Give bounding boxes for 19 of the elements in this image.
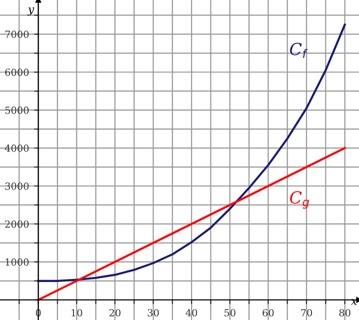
series-label: C$_{g}$ xyxy=(290,191,310,209)
y-tick-label: 5000 xyxy=(5,106,29,114)
x-tick-label: 10 xyxy=(72,309,82,316)
x-tick-label: 20 xyxy=(109,309,120,316)
y-tick-label: 6000 xyxy=(5,68,29,76)
y-tick-label: 2000 xyxy=(5,220,29,228)
y-tick-label: 4000 xyxy=(4,144,29,152)
y-axis-title: y xyxy=(27,7,34,16)
line-series xyxy=(37,24,346,282)
y-tick-label: 1000 xyxy=(6,258,29,266)
series-label: C$_{f}$ xyxy=(290,42,308,58)
y-tick-label: 3000 xyxy=(5,182,29,190)
x-tick-label: 40 xyxy=(186,309,198,316)
x-tick-label: 30 xyxy=(148,309,159,316)
x-tick-label: 80 xyxy=(339,309,350,316)
x-tick-label: 70 xyxy=(301,309,312,316)
y-tick-label: 7000 xyxy=(5,30,29,38)
x-tick-label: 50 xyxy=(224,309,236,316)
x-tick-label: 60 xyxy=(262,309,274,316)
